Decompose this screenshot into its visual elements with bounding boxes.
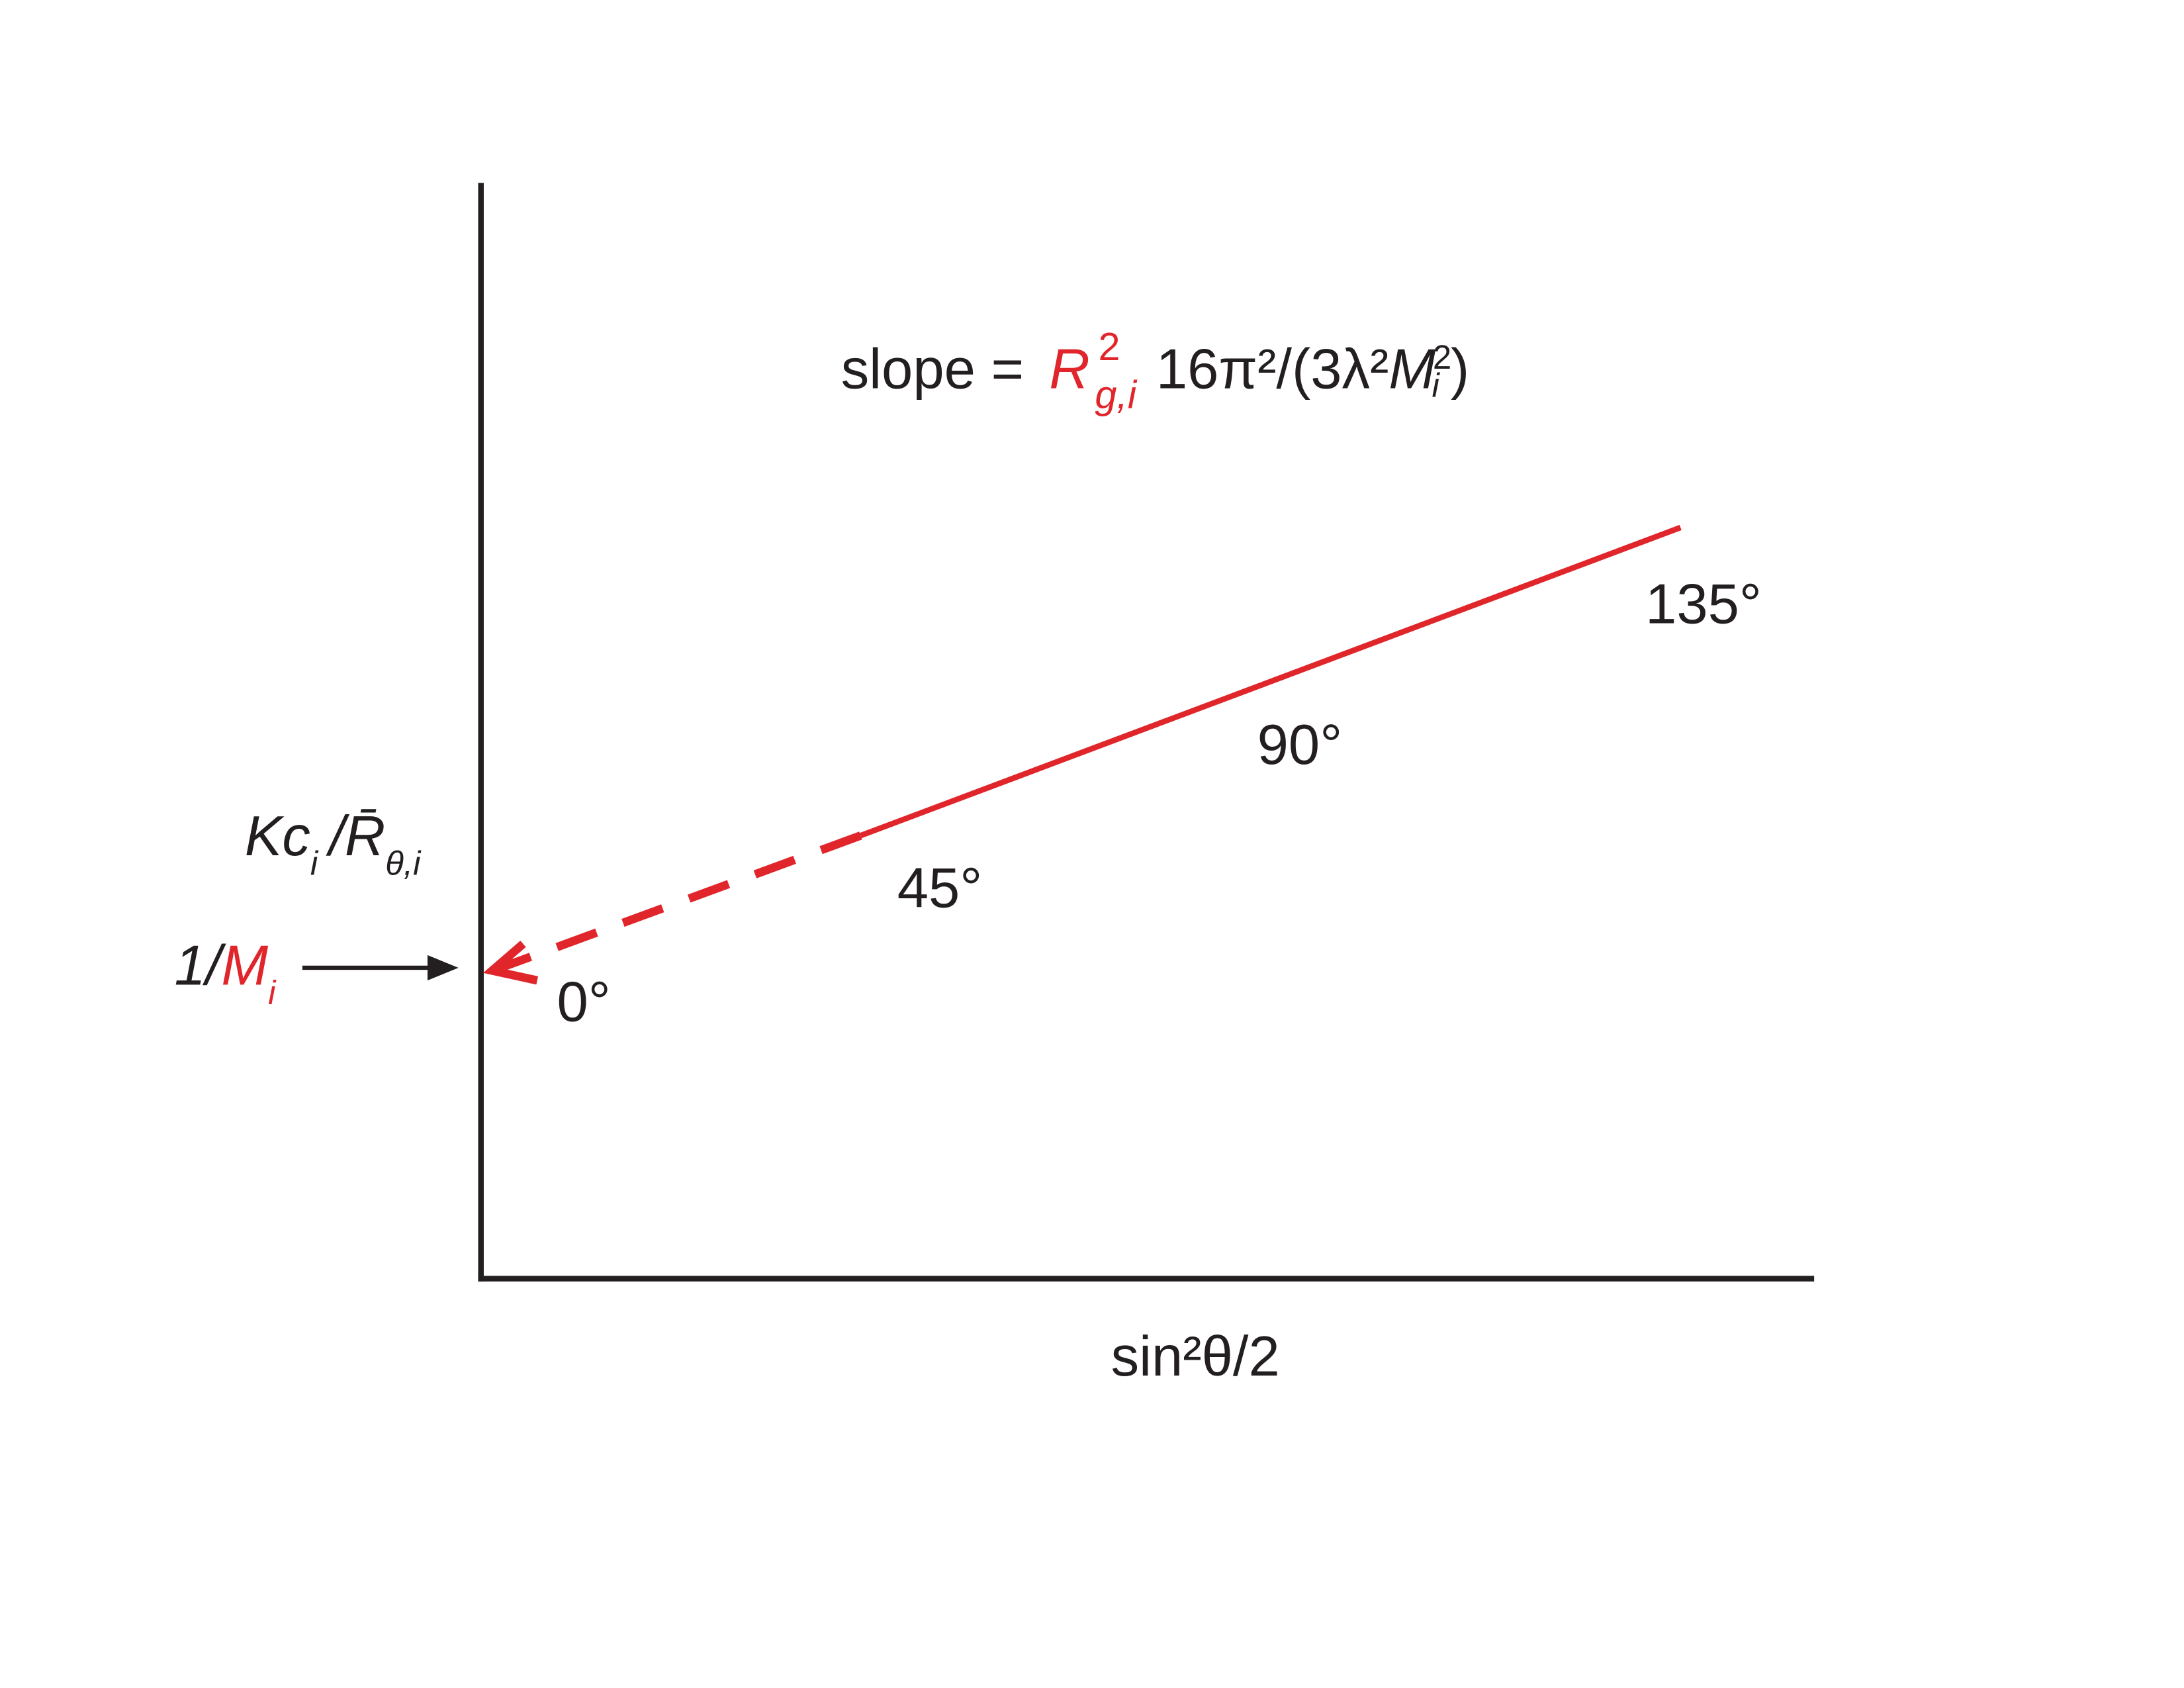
- intercept-mass: M: [221, 934, 268, 997]
- slope-symbol-sub: g,i: [1095, 372, 1138, 416]
- y-label-r-sub: θ,i: [385, 845, 422, 882]
- slope-mass: M: [1388, 338, 1435, 401]
- intercept-mass-sub: i: [268, 974, 277, 1011]
- extrapolation-arrowhead: [482, 941, 539, 985]
- y-label-k-sub: i: [310, 845, 319, 882]
- y-label-r: R̄: [345, 805, 385, 868]
- intercept-arrowhead: [427, 955, 459, 981]
- slope-symbol: R: [1049, 338, 1089, 401]
- y-label-k: Kc: [245, 805, 310, 868]
- angle-label: 135°: [1645, 573, 1762, 635]
- angle-label: 45°: [897, 857, 983, 920]
- slope-prefix: slope =: [841, 338, 1024, 401]
- fit-line: [859, 524, 1682, 839]
- angle-label: 0°: [557, 971, 610, 1034]
- slope-symbol-sup: 2: [1098, 324, 1120, 369]
- x-axis-label: sin²θ/2: [1111, 1325, 1280, 1388]
- extrapolation-line: [499, 831, 862, 972]
- y-axis-label: Kci/R̄θ,i: [245, 805, 422, 882]
- slope-mass-sub: i: [1432, 366, 1441, 404]
- slope-mass-sup: 2: [1433, 338, 1451, 376]
- slope-rest: 16π²/(3λ²: [1156, 338, 1388, 401]
- slope-formula: slope = R 2 g,i 16π²/(3λ²M2 i): [841, 324, 1469, 416]
- intercept-label: 1/Mi: [174, 934, 277, 1011]
- slope-close: ): [1451, 338, 1469, 401]
- intercept-prefix: 1/: [174, 934, 226, 997]
- angle-label: 90°: [1257, 714, 1343, 776]
